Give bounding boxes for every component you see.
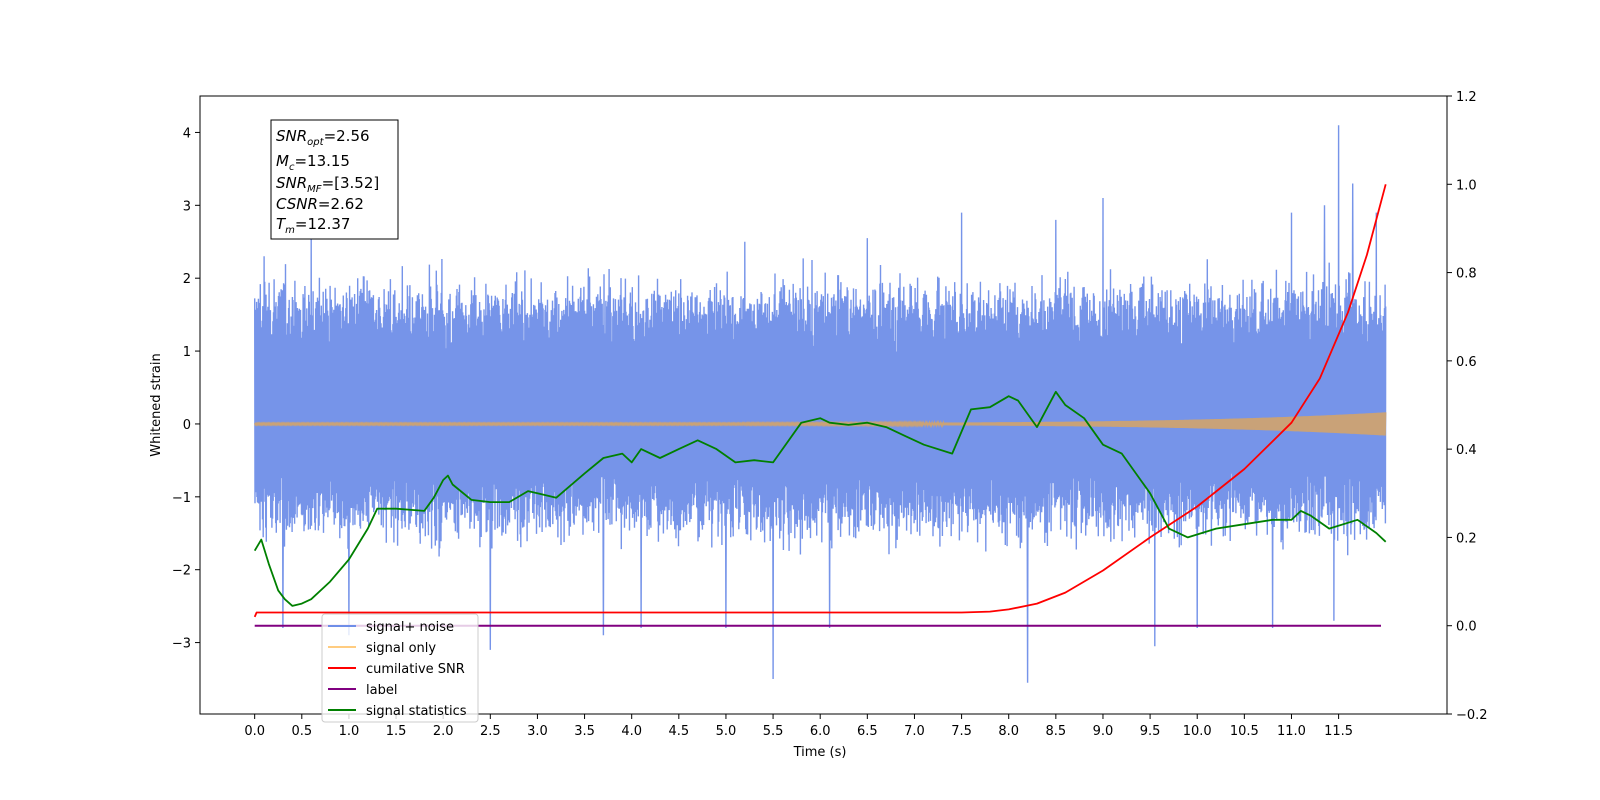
x-tick-label: 0.5 <box>291 724 312 739</box>
legend-label-signal-noise: signal+ noise <box>366 620 454 635</box>
series-signal-noise <box>254 125 1387 683</box>
annotation-line-snr-mf: SNRMF=[3.52] <box>276 174 379 195</box>
x-tick-label: 1.0 <box>339 724 360 739</box>
x-tick-label: 9.5 <box>1140 724 1161 739</box>
annotation-frame <box>270 119 399 240</box>
plot-area-frame <box>199 95 1448 715</box>
y-right-tick-label: −0.2 <box>1456 708 1488 723</box>
x-tick-label: 8.5 <box>1045 724 1066 739</box>
legend-label-label: label <box>366 683 397 698</box>
legend-label-cumulative-snr: cumilative SNR <box>366 662 465 677</box>
y-axis-right: −0.2 0.0 0.2 0.4 0.6 0.8 1.0 1.2 <box>1447 90 1488 723</box>
x-tick-label: 2.5 <box>480 724 501 739</box>
x-axis-label: Time (s) <box>793 745 847 760</box>
y-right-tick-label: 1.0 <box>1456 178 1477 193</box>
y-tick-label: 1 <box>183 345 191 360</box>
x-tick-label: 9.0 <box>1093 724 1114 739</box>
legend: signal+ noise signal only cumilative SNR… <box>321 613 479 723</box>
x-tick-label: 8.0 <box>998 724 1019 739</box>
annotation-line-tm: Tm=12.37 <box>276 215 350 236</box>
y-right-tick-label: 0.6 <box>1456 355 1477 370</box>
x-tick-label: 4.0 <box>621 724 642 739</box>
x-tick-label: 7.0 <box>904 724 925 739</box>
series-signal-only <box>254 412 1387 436</box>
x-tick-label: 5.5 <box>763 724 784 739</box>
legend-label-signal-only: signal only <box>366 641 436 656</box>
x-tick-label: 6.0 <box>810 724 831 739</box>
y-tick-label: 2 <box>183 272 191 287</box>
annotation-line-csnr: CSNR=2.62 <box>276 195 364 213</box>
y-right-tick-label: 0.0 <box>1456 620 1477 635</box>
x-tick-label: 2.0 <box>433 724 454 739</box>
x-axis: 0.0 0.5 1.0 1.5 2.0 2.5 3.0 3.5 4.0 4.5 5.0 5.5 6.0 6… <box>244 714 1353 739</box>
x-tick-label: 3.5 <box>574 724 595 739</box>
y-right-tick-label: 1.2 <box>1456 90 1477 105</box>
x-tick-label: 11.0 <box>1277 724 1306 739</box>
x-tick-label: 10.5 <box>1230 724 1259 739</box>
y-tick-label: 3 <box>183 199 191 214</box>
x-tick-label: 10.0 <box>1183 724 1212 739</box>
x-tick-label: 4.5 <box>668 724 689 739</box>
y-right-tick-label: 0.2 <box>1456 531 1477 546</box>
x-tick-label: 0.0 <box>244 724 265 739</box>
x-tick-label: 6.5 <box>857 724 878 739</box>
x-tick-label: 3.0 <box>527 724 548 739</box>
y-tick-label: 4 <box>183 126 191 141</box>
y-axis-left: −3 −2 −1 0 1 2 3 4 <box>172 126 200 652</box>
y-tick-label: −1 <box>172 491 191 506</box>
x-tick-label: 7.5 <box>951 724 972 739</box>
y-tick-label: −3 <box>172 637 191 652</box>
y-right-tick-label: 0.4 <box>1456 443 1477 458</box>
x-tick-label: 1.5 <box>386 724 407 739</box>
y-tick-label: −2 <box>172 564 191 579</box>
x-tick-label: 11.5 <box>1324 724 1353 739</box>
annotation-line-mc: Mc=13.15 <box>276 152 350 173</box>
y-tick-label: 0 <box>183 418 191 433</box>
legend-frame <box>321 613 479 723</box>
legend-label-signal-statistics: signal statistics <box>366 704 467 719</box>
y-axis-label: Whitened strain <box>149 353 164 456</box>
series-signal-statistics <box>253 390 1387 607</box>
annotation-box: SNRopt=2.56 Mc=13.15 SNRMF=[3.52] CSNR=2… <box>270 119 399 240</box>
x-tick-label: 5.0 <box>716 724 737 739</box>
series-cumulative-snr <box>253 184 1387 618</box>
y-right-tick-label: 0.8 <box>1456 267 1477 282</box>
annotation-line-snr-opt: SNRopt=2.56 <box>276 127 370 148</box>
